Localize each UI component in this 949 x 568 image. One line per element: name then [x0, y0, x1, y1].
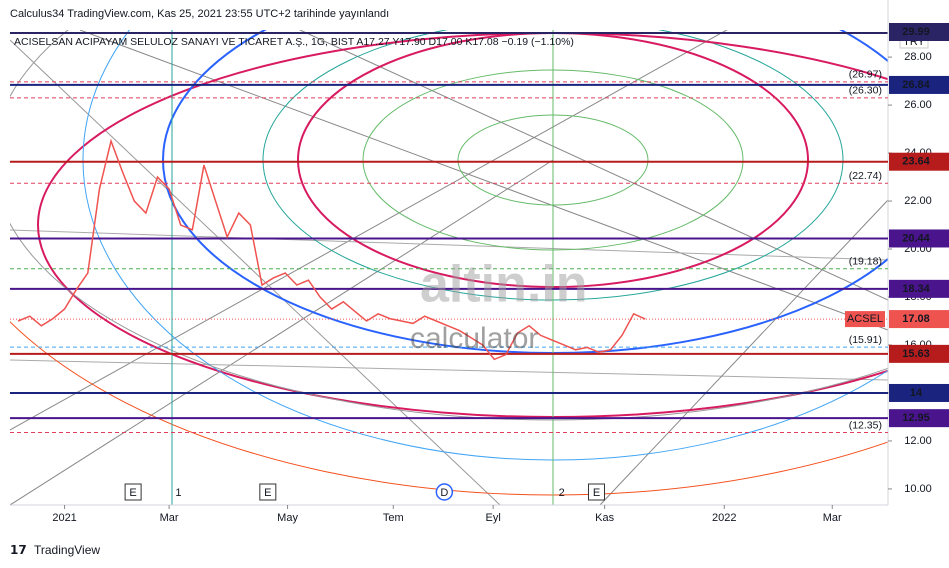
x-tick-label: Eyl [485, 512, 500, 524]
price-line [17, 138, 646, 361]
dashed-level-label: (19.18) [849, 255, 882, 267]
watermark-brand: altin.in [420, 256, 588, 314]
level-box [889, 152, 949, 171]
level-label: 18.34 [902, 283, 930, 295]
plot-layer [10, 81, 888, 434]
fan-line [10, 159, 554, 505]
level-label: 23.64 [902, 156, 930, 168]
watermark-sub: calculator [410, 322, 538, 355]
y-tick-label: 22.00 [904, 195, 932, 207]
y-tick-label: 26.00 [904, 99, 932, 111]
event-label: D [440, 487, 448, 499]
x-tick-label: 2022 [712, 512, 736, 524]
level-box [889, 383, 949, 402]
series-name: ACSEL [847, 313, 883, 325]
level-label: 15.63 [902, 348, 930, 360]
x-tick-label: May [277, 512, 298, 524]
event-label: E [593, 487, 600, 499]
level-label: 29.99 [902, 26, 930, 38]
event-badge [435, 483, 454, 501]
event-badge [587, 483, 605, 501]
footer-logo: 𝟭𝟳 [10, 543, 27, 557]
event-label: 1 [175, 487, 181, 499]
dashed-level-label: (26.30) [849, 85, 882, 97]
fan-line [299, 30, 888, 301]
y-tick-label: 28.00 [904, 51, 932, 63]
level-label: 12.95 [902, 412, 930, 424]
event-label: E [264, 487, 271, 499]
x-tick-label: Mar [823, 512, 842, 524]
level-box [889, 279, 949, 298]
level-label: 26.84 [902, 79, 930, 91]
last-price: 17.08 [902, 313, 930, 325]
fan-line [10, 229, 888, 261]
x-tick-label: Mar [160, 512, 179, 524]
level-box [889, 23, 949, 41]
drawings [10, 30, 888, 505]
dashed-level-label: (15.91) [849, 334, 882, 346]
x-tick-label: Kas [595, 512, 614, 524]
y-tick-label: 10.00 [904, 483, 932, 495]
level-label: 14 [910, 387, 923, 399]
event-label: E [129, 487, 136, 499]
last-price-box [889, 310, 949, 329]
watermark: altin.in calculator [410, 256, 588, 355]
dashed-level-label: (26.97) [849, 69, 882, 81]
series-name-box [845, 311, 885, 328]
event-label: 2 [559, 487, 565, 499]
dashed-level-label: (12.35) [849, 419, 882, 431]
dashed-level-label: (22.74) [849, 170, 882, 182]
level-box [889, 409, 949, 428]
fan-line [10, 359, 888, 381]
x-tick-label: Tem [383, 512, 404, 524]
level-box [889, 344, 949, 363]
y-tick-label: 12.00 [904, 435, 932, 447]
level-box [889, 229, 949, 248]
publish-line: Calculus34 TradingView.com, Kas 25, 2021… [10, 8, 389, 20]
x-tick-label: 2021 [52, 512, 76, 524]
event-badge [259, 483, 277, 501]
level-box [889, 75, 949, 94]
symbol-line: ACISELSAN ACIPAYAM SELULOZ SANAYI VE TIC… [14, 36, 574, 48]
footer-brand: TradingView [34, 543, 100, 557]
level-label: 20.44 [902, 232, 930, 244]
event-badge [124, 483, 142, 501]
fan-line [10, 39, 501, 505]
